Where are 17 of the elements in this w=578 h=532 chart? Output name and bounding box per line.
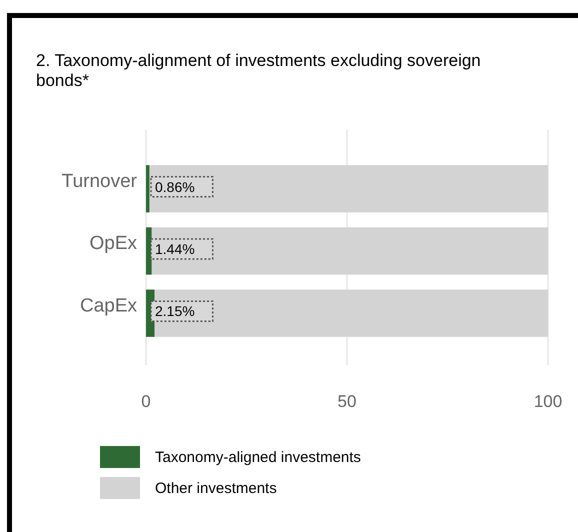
- bar: [154, 290, 548, 337]
- y-tick-label: Turnover: [62, 170, 138, 192]
- chart-title: 2. Taxonomy-alignment of investments excluding sovereign bonds*: [36, 51, 481, 90]
- x-tick-label: 50: [338, 392, 356, 412]
- x-tick-label: 100: [534, 392, 562, 412]
- data-label: 0.86%: [155, 178, 195, 195]
- y-tick-label: OpEx: [89, 233, 138, 254]
- bar: [146, 227, 152, 275]
- x-tick-label: 0: [141, 392, 151, 412]
- bar: [149, 165, 548, 212]
- data-label: 1.44%: [155, 241, 195, 257]
- legend-label: Taxonomy-aligned investments: [155, 449, 361, 466]
- data-label: 2.15%: [155, 303, 195, 320]
- legend-label: Other investments: [155, 480, 277, 497]
- bar: [152, 227, 548, 275]
- bar: [146, 165, 150, 212]
- y-tick-label: CapEx: [80, 295, 138, 316]
